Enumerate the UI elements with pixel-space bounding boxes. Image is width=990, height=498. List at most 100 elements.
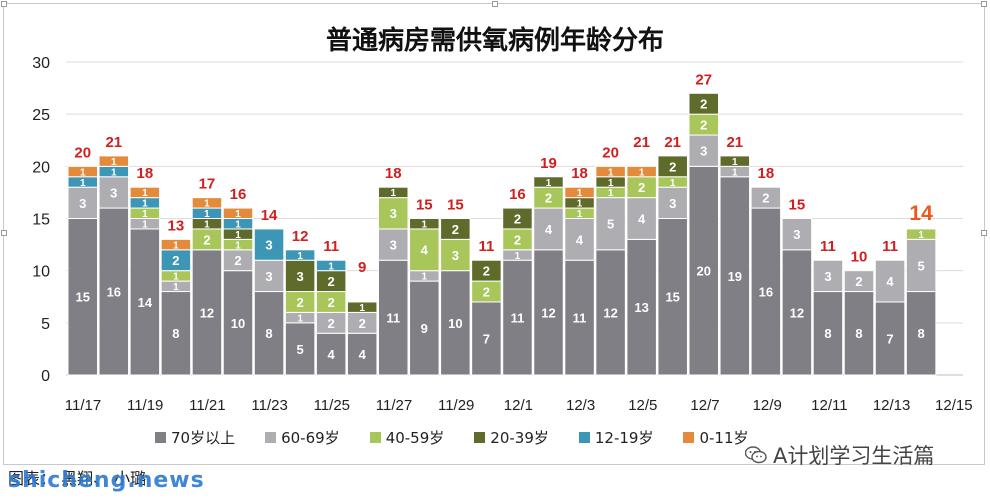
x-tick-label: 11/21: [189, 397, 225, 414]
bar-segment: [315, 259, 347, 272]
legend-swatch: [155, 431, 166, 443]
segment-data-label: 10: [231, 316, 245, 331]
segment-data-label: 1: [608, 178, 614, 189]
segment-data-label: 4: [576, 232, 584, 247]
legend-item: 0-11岁: [683, 427, 749, 447]
segment-data-label: 1: [142, 199, 148, 210]
resize-handle-top[interactable]: [492, 1, 498, 7]
bar-segment: [378, 259, 409, 376]
y-tick-label: 20: [32, 159, 50, 176]
total-data-label: 18: [137, 165, 154, 182]
total-data-label: 11: [323, 238, 339, 255]
bar-segment: [657, 155, 688, 178]
bar-segment: [440, 270, 471, 376]
y-tick-label: 5: [41, 316, 50, 333]
bar-segment: [874, 301, 906, 376]
segment-data-label: 12: [790, 305, 804, 320]
resize-handle-left[interactable]: [1, 230, 7, 236]
total-data-label: 14: [261, 207, 278, 224]
y-tick-label: 0: [41, 368, 50, 385]
total-data-label: 21: [664, 134, 681, 151]
segment-data-label: 1: [670, 178, 676, 189]
segment-data-label: 2: [514, 232, 521, 247]
bar-segment: [409, 280, 440, 376]
total-data-label: 21: [105, 134, 122, 151]
resize-handle-top-left[interactable]: [1, 1, 7, 7]
bar-segment: [812, 291, 844, 376]
bar-segment: [626, 197, 657, 240]
bar-segment: [67, 186, 98, 219]
total-data-label: 21: [726, 134, 743, 151]
segment-data-label: 4: [421, 243, 429, 258]
legend-label: 0-11岁: [699, 428, 749, 447]
segment-data-label: 1: [235, 230, 241, 241]
segment-data-label: 1: [235, 240, 241, 251]
segment-data-label: 16: [759, 284, 773, 299]
total-data-label: 16: [509, 186, 526, 203]
bar-segment: [98, 176, 130, 209]
bar-segment: [222, 207, 254, 219]
segment-data-label: 1: [204, 199, 210, 210]
segment-data-label: 8: [917, 326, 924, 341]
segment-data-label: 2: [669, 159, 676, 174]
segment-data-label: 16: [107, 284, 121, 299]
segment-data-label: 15: [665, 290, 679, 305]
legend-label: 40-59岁: [385, 428, 445, 447]
segment-data-label: 4: [638, 211, 646, 226]
segment-data-label: 1: [142, 188, 148, 199]
segment-data-label: 1: [608, 188, 614, 199]
x-tick-label: 11/19: [127, 397, 163, 414]
segment-data-label: 1: [204, 209, 210, 220]
segment-data-label: 1: [390, 188, 396, 199]
x-tick-label: 12/13: [873, 397, 911, 414]
bar-segment: [750, 207, 782, 376]
bar-segment: [626, 238, 657, 376]
segment-data-label: 5: [607, 217, 614, 232]
resize-handle-right[interactable]: [981, 230, 987, 236]
segment-data-label: 12: [200, 305, 214, 320]
segment-data-label: 1: [204, 220, 210, 231]
segment-data-label: 2: [359, 316, 366, 331]
total-data-label: 20: [602, 144, 619, 161]
segment-data-label: 2: [514, 211, 521, 226]
legend-label: 20-39岁: [490, 428, 549, 447]
y-tick-label: 15: [32, 212, 50, 229]
y-tick-label: 10: [32, 264, 50, 281]
bar-segment: [378, 186, 409, 199]
bar-segment: [160, 291, 192, 376]
legend-item: 60-69岁: [265, 427, 340, 447]
bar-segment: [595, 197, 626, 251]
bar-segment: [129, 186, 161, 199]
segment-data-label: 2: [296, 295, 303, 310]
segment-data-label: 1: [546, 178, 552, 189]
bar-segment: [626, 165, 657, 178]
segment-data-label: 1: [422, 272, 428, 283]
bar-segment: [346, 332, 378, 376]
bar-segment: [502, 259, 533, 376]
segment-data-label: 7: [483, 331, 490, 346]
segment-data-label: 4: [545, 222, 553, 237]
legend-item: 70岁以上: [155, 427, 235, 447]
segment-data-label: 8: [265, 326, 272, 341]
bar-segment: [688, 134, 719, 167]
total-data-label: 20: [74, 144, 91, 161]
segment-data-label: 3: [700, 144, 707, 159]
segment-data-label: 1: [235, 209, 241, 220]
x-tick-label: 11/27: [376, 397, 412, 414]
segment-data-label: 3: [669, 196, 676, 211]
resize-handle-top-right[interactable]: [981, 1, 987, 7]
total-data-label: 14: [909, 202, 933, 225]
segment-data-label: 3: [824, 269, 831, 284]
x-tick-label: 11/25: [314, 397, 350, 414]
bar-segment: [191, 249, 223, 376]
total-data-label: 16: [230, 186, 247, 203]
segment-data-label: 1: [173, 240, 179, 251]
segment-data-label: 3: [452, 248, 459, 263]
segment-data-label: 1: [359, 303, 365, 314]
segment-data-label: 2: [700, 97, 707, 112]
segment-data-label: 2: [483, 284, 490, 299]
segment-data-label: 1: [80, 167, 86, 178]
bar-segment: [564, 259, 595, 376]
segment-data-label: 2: [700, 118, 707, 133]
segment-data-label: 1: [732, 167, 738, 178]
